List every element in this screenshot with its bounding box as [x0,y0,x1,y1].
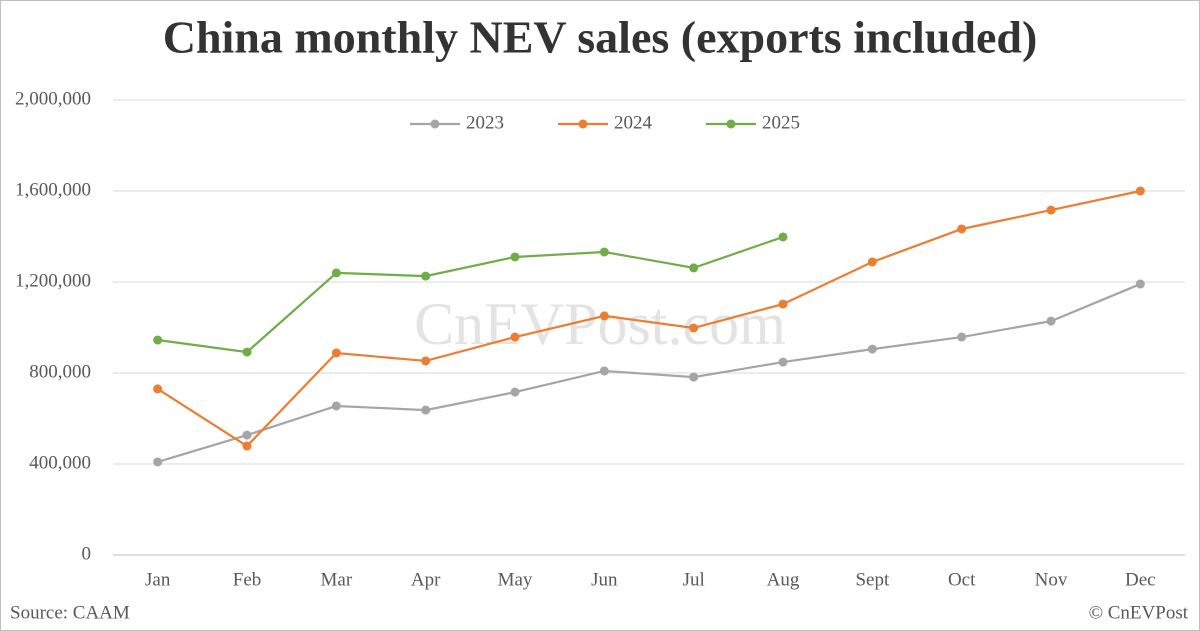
x-tick-label: Jun [591,569,618,590]
data-point [689,263,699,273]
x-tick-label: Feb [233,569,262,590]
y-tick-label: 400,000 [29,452,91,473]
credit: © CnEVPost [1089,602,1189,623]
x-tick-label: Oct [948,569,976,590]
source: Source: CAAM [10,602,130,623]
data-point [599,366,609,376]
data-point [421,271,431,281]
x-tick-label: Mar [321,569,353,590]
data-point [957,332,967,342]
data-point [599,311,609,321]
data-point [1135,279,1145,289]
legend-marker [726,119,736,129]
data-point [867,344,877,354]
legend-label: 2023 [466,112,504,133]
series-line [157,235,784,354]
data-point [153,384,163,394]
data-point [957,224,967,234]
data-point [242,441,252,451]
data-point [599,247,609,257]
data-point [1135,186,1145,196]
data-point [331,268,341,278]
legend-marker [578,119,588,129]
x-tick-label: May [498,569,533,590]
data-point [510,332,520,342]
data-point [242,347,252,357]
x-tick-label: Apr [411,569,441,590]
x-tick-label: Nov [1035,569,1068,590]
data-point [331,401,341,411]
y-tick-label: 800,000 [29,361,91,382]
data-point [331,348,341,358]
legend-label: 2024 [614,112,653,133]
legend-marker [430,119,440,129]
data-point [510,387,520,397]
y-tick-label: 1,600,000 [15,179,91,200]
data-point [421,405,431,415]
x-tick-label: Dec [1125,569,1156,590]
data-point [867,257,877,267]
x-tick-label: Jan [145,569,171,590]
data-point [689,323,699,333]
data-point [510,252,520,262]
x-tick-label: Jul [683,569,705,590]
y-tick-label: 2,000,000 [15,88,91,109]
data-point [689,372,699,382]
watermark: CnEVPost.com [414,291,786,357]
x-tick-label: Aug [767,569,800,590]
data-point [1046,316,1056,326]
x-tick-label: Sept [855,569,890,590]
series-line [157,189,1141,448]
y-tick-label: 1,200,000 [15,270,91,291]
data-point [153,335,163,345]
series-line [157,283,1141,464]
data-point [778,357,788,367]
data-point [1046,205,1056,215]
data-point [153,457,163,467]
data-point [242,430,252,440]
data-point [778,232,788,242]
chart-title: China monthly NEV sales (exports include… [163,12,1038,63]
data-point [778,299,788,309]
legend-label: 2025 [762,112,800,133]
data-point [421,356,431,366]
y-tick-label: 0 [82,543,92,564]
